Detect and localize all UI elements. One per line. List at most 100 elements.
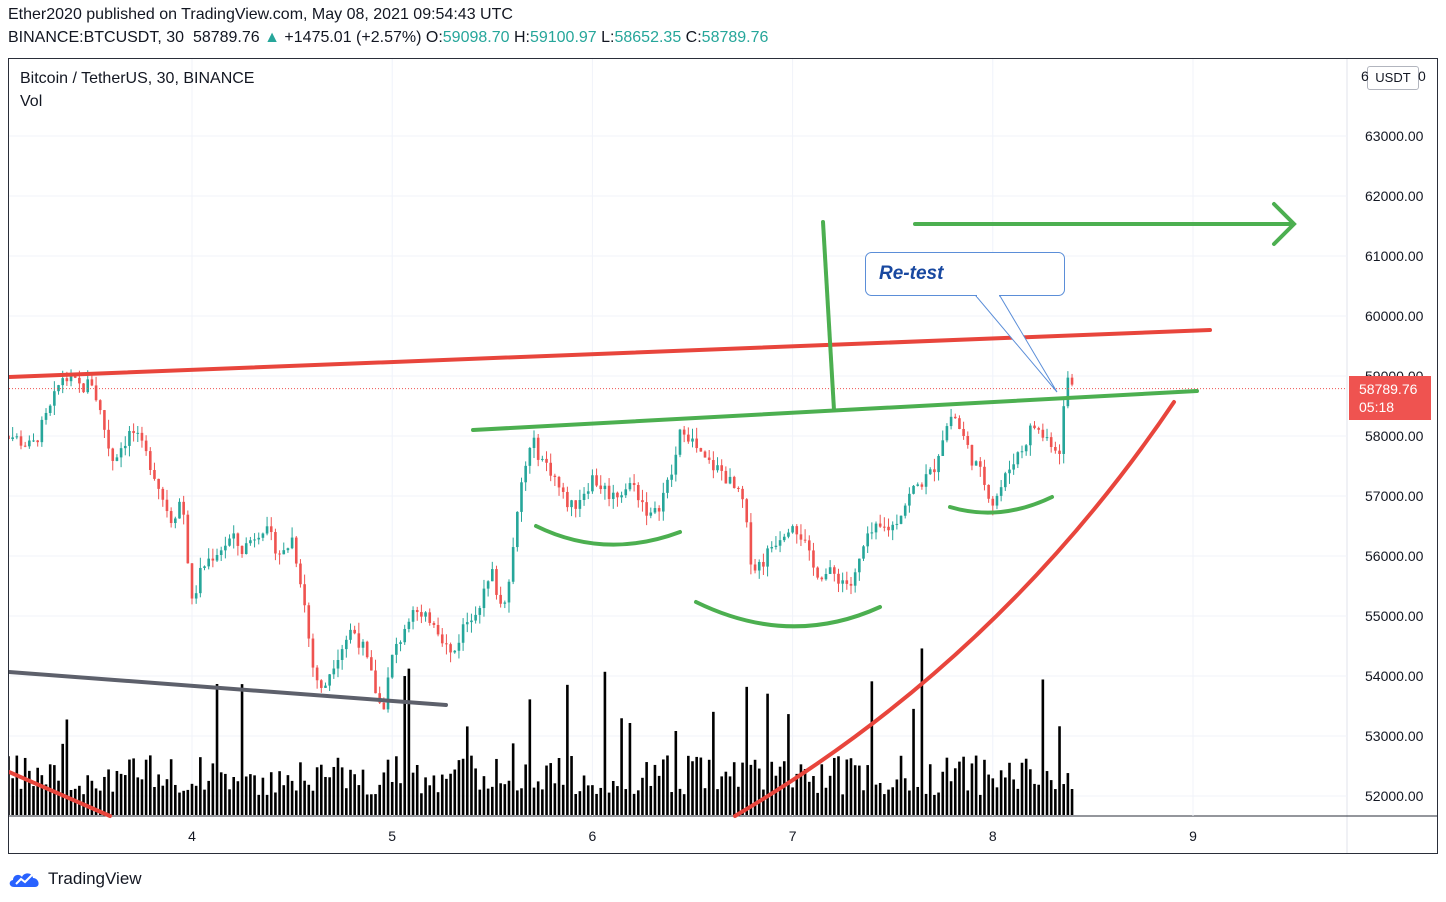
price-chart[interactable]: 63000.0062000.0061000.0060000.0059000.00… <box>9 59 1437 853</box>
candle-body <box>762 561 765 567</box>
tradingview-logo[interactable]: TradingView <box>8 866 142 892</box>
candle-body <box>357 633 361 648</box>
candle-body <box>828 567 832 575</box>
candle-body <box>428 612 432 623</box>
volume-bar <box>1070 789 1074 815</box>
left-shoulder-arc <box>534 524 682 547</box>
volume-bar <box>582 775 586 815</box>
candle-body <box>653 508 657 513</box>
volume-bar <box>478 789 482 815</box>
volume-bar <box>753 759 757 815</box>
candle-body <box>628 483 632 490</box>
candle-body <box>174 518 177 524</box>
volume-bar <box>1041 679 1045 815</box>
candle-body <box>891 524 894 531</box>
volume-bar <box>945 757 949 815</box>
volume-bar <box>169 759 173 815</box>
volume-bar <box>178 792 181 815</box>
volume-bar <box>11 778 14 815</box>
candle-body <box>453 650 457 653</box>
volume-bar <box>974 755 978 815</box>
volume-bar <box>1045 771 1049 815</box>
candle-body <box>474 614 477 621</box>
volume-bar <box>36 767 39 815</box>
high-value: 59100.97 <box>529 29 597 46</box>
volume-bar <box>949 781 953 815</box>
volume-bar <box>603 671 607 815</box>
x-tick-label: 8 <box>989 828 997 844</box>
volume-bar <box>294 790 298 815</box>
candle-body <box>778 540 782 546</box>
volume-bar <box>595 793 598 815</box>
candle-body <box>532 437 536 448</box>
candle-body <box>207 558 210 567</box>
volume-bar <box>874 784 878 815</box>
volume-bar <box>607 792 611 815</box>
volume-bar <box>495 758 498 815</box>
candle-body <box>707 457 711 461</box>
candle-body <box>315 667 319 681</box>
volume-bar <box>44 784 48 815</box>
volume-bar <box>336 757 340 815</box>
candle-body <box>257 537 261 540</box>
candle-body <box>978 461 982 467</box>
candle-body <box>415 610 419 613</box>
volume-bar <box>40 775 44 815</box>
candle-body <box>345 639 348 650</box>
volume-bar <box>1004 777 1007 815</box>
candle-body <box>757 561 761 571</box>
volume-bar <box>207 780 210 815</box>
volume-bar <box>745 686 749 815</box>
candle-body <box>178 501 181 519</box>
volume-bar <box>553 783 557 815</box>
y-tick-label: 53000.00 <box>1365 728 1424 744</box>
volume-bar <box>1008 762 1011 815</box>
volume-bar <box>165 779 169 815</box>
volume-bar <box>628 722 632 815</box>
candle-body <box>782 536 786 541</box>
candle-body <box>624 489 628 496</box>
y-tick-label: 57000.00 <box>1365 488 1424 504</box>
candle-body <box>332 668 336 675</box>
candle-body <box>770 547 774 549</box>
volume-bar <box>465 726 469 815</box>
candle-body <box>816 567 819 578</box>
volume-bar <box>128 759 131 815</box>
candle-body <box>470 620 473 623</box>
candle-body <box>278 553 281 555</box>
volume-bar <box>428 785 432 815</box>
volume-bar <box>15 755 19 815</box>
volume-bar <box>962 756 965 815</box>
currency-button[interactable]: USDT <box>1367 66 1419 90</box>
candle-body <box>148 451 152 470</box>
volume-bar <box>265 794 269 815</box>
volume-bar <box>899 755 903 815</box>
candle-body <box>82 383 85 393</box>
volume-bar <box>908 790 911 815</box>
candle-body <box>340 649 344 660</box>
candle-body <box>962 428 965 436</box>
volume-bar <box>741 762 744 815</box>
volume-bar <box>682 794 686 815</box>
candle-body <box>303 584 306 606</box>
change-value: +1475.01 (+2.57%) <box>284 29 422 46</box>
candle-body <box>123 445 127 449</box>
candle-body <box>290 537 294 549</box>
candle-body <box>724 470 728 484</box>
volume-bar <box>315 767 319 815</box>
drawings <box>9 202 1347 818</box>
candle-body <box>365 641 369 658</box>
candle-body <box>165 499 169 512</box>
volume-bar <box>657 775 661 815</box>
candle-body <box>712 460 715 471</box>
candle-body <box>132 430 135 434</box>
candle-body <box>603 485 607 490</box>
candle-body <box>766 548 769 567</box>
volume-bar <box>978 794 982 815</box>
retest-callout-box[interactable] <box>865 252 1065 296</box>
candle-body <box>361 641 365 648</box>
volume-bar <box>307 784 311 815</box>
brand-name: TradingView <box>48 869 142 888</box>
candle-body <box>90 379 94 386</box>
candle-body <box>524 465 527 483</box>
